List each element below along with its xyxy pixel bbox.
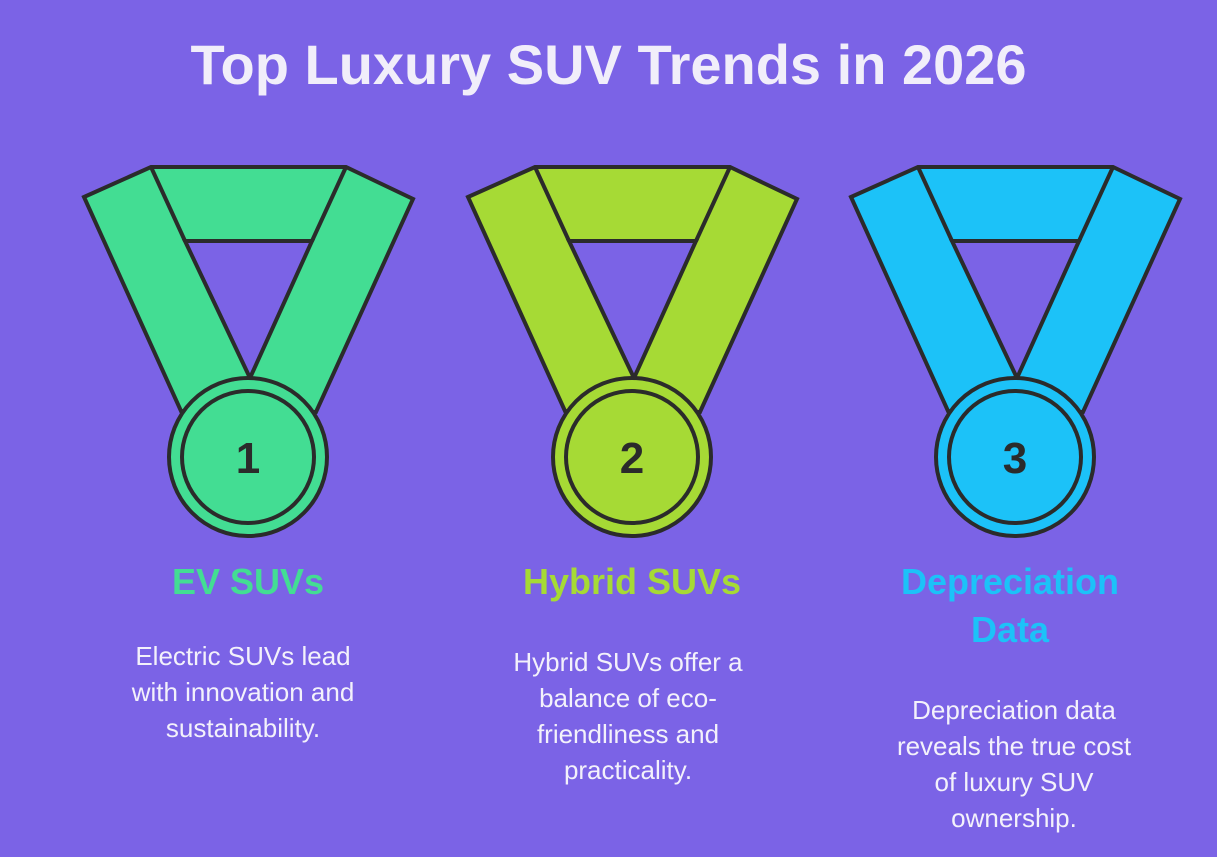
ribbon-opening bbox=[565, 239, 700, 383]
medal-inner-ring bbox=[564, 389, 700, 525]
heading-line: Depreciation bbox=[900, 561, 1120, 602]
ribbon-fold-line bbox=[694, 166, 732, 242]
description-hybrid-suvs: Hybrid SUVs offer a balance of eco- frie… bbox=[448, 644, 808, 788]
ribbon-fold-line bbox=[916, 166, 954, 242]
heading-ev-suvs: EV SUVs bbox=[68, 558, 428, 606]
ribbon-opening bbox=[948, 239, 1083, 383]
ribbon-fold-line bbox=[310, 166, 348, 242]
medal-1: 1 bbox=[81, 165, 416, 538]
description-line: practicality. bbox=[563, 755, 693, 785]
description-line: Electric SUVs lead bbox=[135, 641, 351, 671]
heading-line: Data bbox=[970, 609, 1050, 650]
heading-line: EV SUVs bbox=[171, 561, 325, 602]
description-line: with innovation and bbox=[131, 677, 355, 707]
description-line: Hybrid SUVs offer a bbox=[513, 647, 743, 677]
medal-inner-ring bbox=[947, 389, 1083, 525]
description-line: friendliness and bbox=[536, 719, 720, 749]
ribbon-fold-line bbox=[149, 166, 187, 242]
description-depreciation-data: Depreciation data reveals the true cost … bbox=[834, 692, 1194, 836]
description-line: of luxury SUV bbox=[934, 767, 1094, 797]
ribbon-opening bbox=[181, 239, 316, 383]
description-line: Depreciation data bbox=[912, 695, 1116, 725]
medal-2: 2 bbox=[465, 165, 800, 538]
medal-number: 1 bbox=[236, 434, 260, 483]
description-line: ownership. bbox=[951, 803, 1077, 833]
description-line: reveals the true cost bbox=[896, 731, 1132, 761]
medal-number: 2 bbox=[620, 434, 644, 483]
page-title: Top Luxury SUV Trends in 2026 bbox=[190, 33, 1027, 96]
heading-depreciation-data: Depreciation Data bbox=[830, 558, 1190, 654]
description-ev-suvs: Electric SUVs lead with innovation and s… bbox=[63, 638, 423, 746]
heading-hybrid-suvs: Hybrid SUVs bbox=[452, 558, 812, 606]
description-line: balance of eco- bbox=[539, 683, 717, 713]
heading-line: Hybrid SUVs bbox=[522, 561, 742, 602]
medal-number: 3 bbox=[1003, 434, 1027, 483]
ribbon-fold-line bbox=[1077, 166, 1115, 242]
medal-inner-ring bbox=[180, 389, 316, 525]
ribbon-fold-line bbox=[533, 166, 571, 242]
description-line: sustainability. bbox=[165, 713, 321, 743]
medal-3: 3 bbox=[848, 165, 1183, 538]
